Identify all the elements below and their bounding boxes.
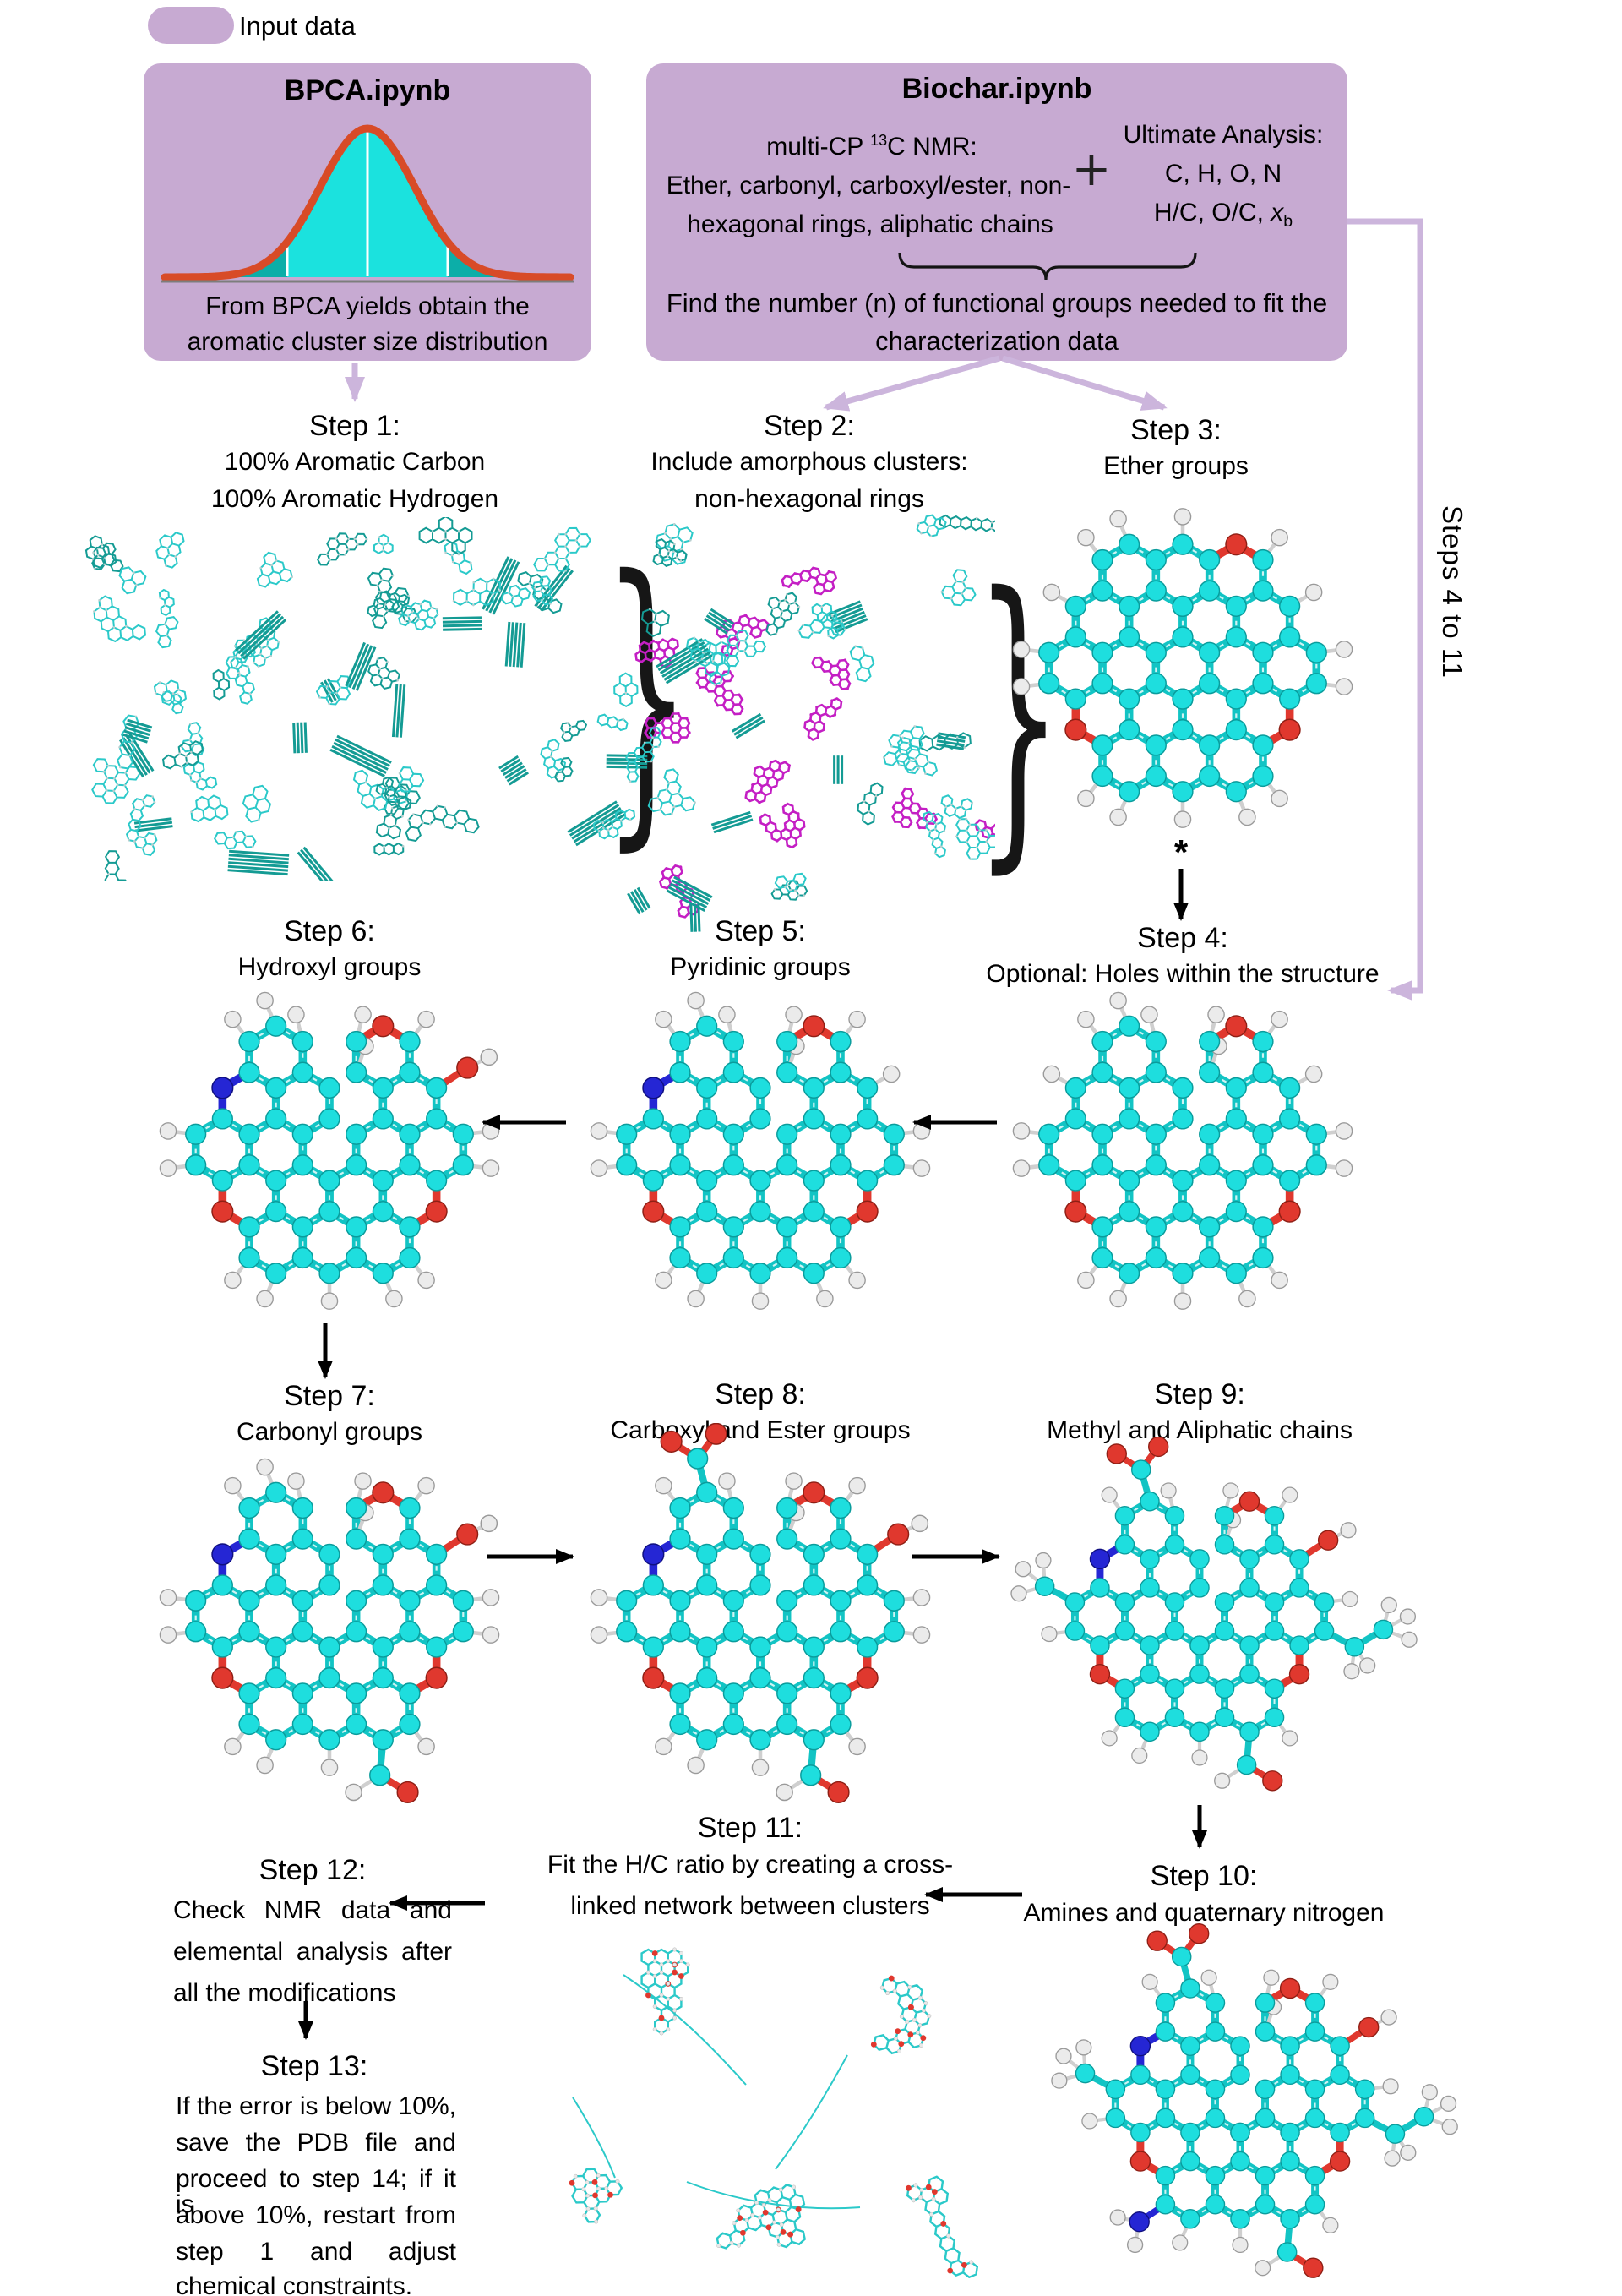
step-13-text-line: save the PDB file and [176,2129,456,2157]
step-2-title: Step 2: [764,410,855,442]
step-11-title: Step 11: [697,1812,803,1844]
underbrace-icon [898,252,1197,281]
asterisk-annotation: * [1173,832,1189,872]
step-6-molecule [159,991,500,1310]
step-5-line1: Pyridinic groups [670,953,851,981]
step-10-title: Step 10: [1150,1860,1258,1892]
legend-label: Input data [239,11,356,41]
biochar-nmr-line3: hexagonal rings, aliphatic chains [687,210,1053,238]
step-3-line1: Ether groups [1103,452,1249,480]
biochar-box-title: Biochar.ipynb [901,73,1092,105]
nmr-isotope-sup: 13 [870,132,888,149]
step-7-title: Step 7: [284,1380,375,1412]
step-2-line1: Include amorphous clusters: [650,448,968,476]
step-2-line2: non-hexagonal rings [694,485,924,513]
biochar-ua-line3: H/C, O/C, xb [1154,199,1293,232]
cluster-brace-1: } [602,516,692,878]
bpca-distribution-chart [161,124,574,283]
step-13-title: Step 13: [260,2050,368,2082]
step-8-title: Step 8: [715,1378,806,1410]
step-8-molecule [590,1423,931,1803]
step-1-cluster-field [84,517,626,881]
step-10-line1: Amines and quaternary nitrogen [1023,1899,1385,1927]
step-13-text-line: step 1 and adjust [176,2238,456,2266]
step-13-text-line: chemical constraints. [176,2272,413,2296]
ua-xb-sub: b [1283,212,1293,231]
step-11-line1: Fit the H/C ratio by creating a cross- [547,1851,954,1879]
step-4-title: Step 4: [1137,922,1228,954]
step-3-molecule [1012,508,1353,828]
step-12-text-line: elemental analysis after [173,1938,452,1966]
biochar-ua-line2: C, H, O, N [1164,160,1282,188]
bpca-caption-line1: From BPCA yields obtain the [205,292,530,320]
step-1-line2: 100% Aromatic Hydrogen [210,485,499,513]
step-9-line1: Methyl and Aliphatic chains [1047,1416,1353,1444]
biochar-box [646,63,1347,361]
step-4-line1: Optional: Holes within the structure [986,960,1380,988]
step-7-line1: Carbonyl groups [236,1418,423,1446]
step-8-line1: Carboxyl and Ester groups [610,1416,911,1444]
step-1-line1: 100% Aromatic Carbon [224,448,486,476]
ua-ratios: H/C, O/C, [1153,199,1271,226]
step-7-molecule [159,1458,500,1803]
step-1-title: Step 1: [309,410,400,442]
bpca-caption-line2: aromatic cluster size distribution [187,328,548,356]
step-13-text-line: above 10%, restart from [176,2201,456,2229]
step-2-cluster-field [592,514,995,932]
step-12-text-line: all the modifications [173,1979,396,2007]
steps-4-to-11-side-label: Steps 4 to 11 [1437,505,1468,679]
step-9-molecule [1010,1437,1418,1792]
step-10-molecule [1051,1923,1458,2278]
step-4-molecule [1012,991,1353,1310]
biochar-nmr-line2: Ether, carbonyl, carboxyl/ester, non- [666,172,1071,199]
bpca-box-title: BPCA.ipynb [284,74,451,106]
step-13-text-line: proceed to step 14; if it is [176,2165,456,2218]
step-3-title: Step 3: [1130,414,1222,446]
step-5-molecule [590,991,931,1310]
step-11-line2: linked network between clusters [570,1892,930,1920]
ua-xb-var: x [1271,199,1284,226]
input-data-pill-icon [148,7,234,44]
biochar-ua-line1: Ultimate Analysis: [1123,121,1324,149]
step-9-title: Step 9: [1154,1378,1245,1410]
biochar-find-line2: characterization data [875,326,1119,356]
nmr-prefix: multi-CP [766,133,871,161]
step-11-crosslinked-network [569,1947,979,2279]
step-5-title: Step 5: [715,915,806,947]
step-6-line1: Hydroxyl groups [237,953,422,981]
nmr-suffix: C NMR: [887,133,977,161]
plus-icon: + [1071,142,1112,197]
step-13-text-line: If the error is below 10%, [176,2092,456,2120]
biochar-nmr-line1: multi-CP 13C NMR: [766,132,977,161]
step-12-title: Step 12: [259,1854,367,1886]
step-6-title: Step 6: [284,915,375,947]
biochar-find-line1: Find the number (n) of functional groups… [666,288,1328,318]
